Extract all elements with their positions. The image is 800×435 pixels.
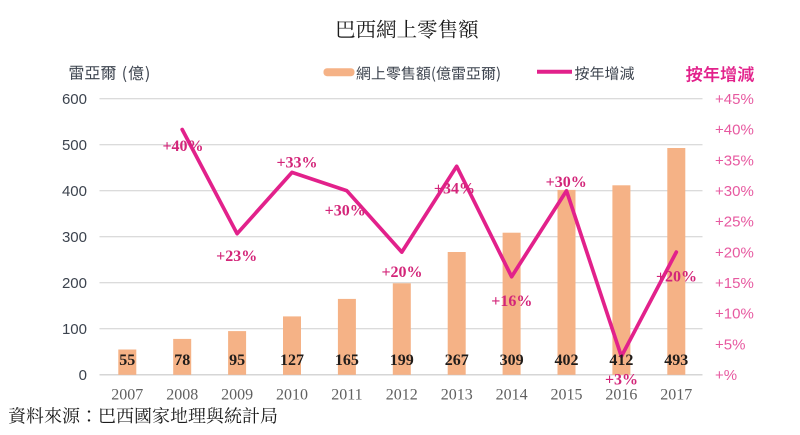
svg-text:+%: +% xyxy=(715,367,737,384)
svg-text:309: 309 xyxy=(500,352,524,369)
svg-text:0: 0 xyxy=(79,367,87,384)
svg-text:2013: 2013 xyxy=(441,386,473,403)
svg-text:+15%: +15% xyxy=(715,275,754,292)
svg-text:+34%: +34% xyxy=(434,180,475,197)
svg-text:600: 600 xyxy=(62,91,87,108)
svg-text:55: 55 xyxy=(119,352,135,369)
svg-text:2012: 2012 xyxy=(386,386,418,403)
svg-text:500: 500 xyxy=(62,137,87,154)
svg-text:2007: 2007 xyxy=(111,386,143,403)
svg-text:+16%: +16% xyxy=(491,293,532,310)
svg-text:+3%: +3% xyxy=(605,372,638,389)
svg-text:+23%: +23% xyxy=(216,248,257,265)
svg-text:+40%: +40% xyxy=(715,122,754,139)
svg-text:200: 200 xyxy=(62,275,87,292)
svg-text:165: 165 xyxy=(335,352,359,369)
svg-text:+35%: +35% xyxy=(715,152,754,169)
svg-text:+25%: +25% xyxy=(715,214,754,231)
svg-text:412: 412 xyxy=(609,352,633,369)
svg-text:+10%: +10% xyxy=(715,306,754,323)
svg-text:+5%: +5% xyxy=(715,336,745,353)
svg-text:+20%: +20% xyxy=(381,264,422,281)
svg-text:2014: 2014 xyxy=(496,386,528,403)
svg-text:+20%: +20% xyxy=(715,244,754,261)
svg-text:+20%: +20% xyxy=(656,268,697,285)
svg-text:2017: 2017 xyxy=(660,386,692,403)
svg-text:199: 199 xyxy=(390,352,414,369)
svg-text:78: 78 xyxy=(174,352,190,369)
svg-text:+40%: +40% xyxy=(162,138,203,155)
svg-text:100: 100 xyxy=(62,321,87,338)
svg-text:2008: 2008 xyxy=(166,386,198,403)
svg-text:2015: 2015 xyxy=(551,386,583,403)
svg-text:2011: 2011 xyxy=(331,386,362,403)
svg-text:2016: 2016 xyxy=(605,386,637,403)
svg-text:402: 402 xyxy=(555,352,579,369)
svg-text:+45%: +45% xyxy=(715,91,754,108)
svg-text:300: 300 xyxy=(62,229,87,246)
svg-text:493: 493 xyxy=(664,352,688,369)
svg-text:400: 400 xyxy=(62,183,87,200)
svg-text:267: 267 xyxy=(445,352,469,369)
svg-text:+30%: +30% xyxy=(546,174,587,191)
svg-text:+30%: +30% xyxy=(325,202,366,219)
svg-text:2009: 2009 xyxy=(221,386,253,403)
svg-text:+30%: +30% xyxy=(715,183,754,200)
svg-text:95: 95 xyxy=(229,352,245,369)
svg-text:2010: 2010 xyxy=(276,386,308,403)
svg-text:127: 127 xyxy=(280,352,304,369)
svg-text:+33%: +33% xyxy=(276,154,317,171)
